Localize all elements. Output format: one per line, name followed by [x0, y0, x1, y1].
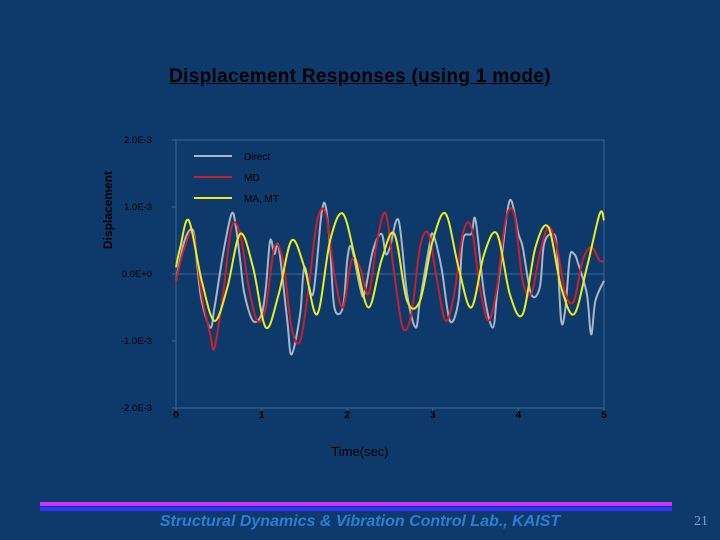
series-line-ma-mt — [175, 210, 605, 330]
x-tick-label: 2 — [344, 410, 350, 421]
y-tick-label: 1.0E-3 — [124, 202, 152, 213]
footer-lab-name: Structural Dynamics & Vibration Control … — [159, 513, 561, 530]
x-tick-label: 0 — [173, 410, 179, 421]
chart-title: Displacement Responses (using 1 mode) — [169, 66, 551, 87]
legend-label-ma-mt: MA, MT — [244, 194, 279, 205]
legend-label-direct: Direct — [244, 152, 270, 163]
legend-label-md: MD — [244, 173, 260, 184]
x-tick-label: 1 — [259, 410, 265, 421]
x-tick-label: 4 — [516, 410, 522, 421]
footer-bar-magenta — [40, 502, 672, 506]
series-line-md — [175, 207, 605, 351]
x-tick-label: 5 — [601, 410, 607, 421]
legend: Direct MD MA, MT — [194, 152, 279, 205]
x-tick-label: 3 — [430, 410, 436, 421]
y-tick-label: 2.0E-3 — [124, 135, 152, 146]
page-number: 21 — [694, 514, 708, 529]
y-tick-label: 0.0E+0 — [122, 269, 152, 280]
series-layer — [175, 199, 605, 356]
x-axis-label: Time(sec) — [331, 444, 389, 459]
y-ticks: 2.0E-3 1.0E-3 0.0E+0 -1.0E-3 -2.0E-3 — [121, 135, 176, 414]
y-tick-label: -2.0E-3 — [121, 403, 152, 414]
y-tick-label: -1.0E-3 — [121, 336, 152, 347]
x-ticks: 0 1 2 3 4 5 — [173, 408, 607, 421]
series-line-direct — [175, 199, 605, 356]
footer-bar-blue — [40, 507, 672, 511]
